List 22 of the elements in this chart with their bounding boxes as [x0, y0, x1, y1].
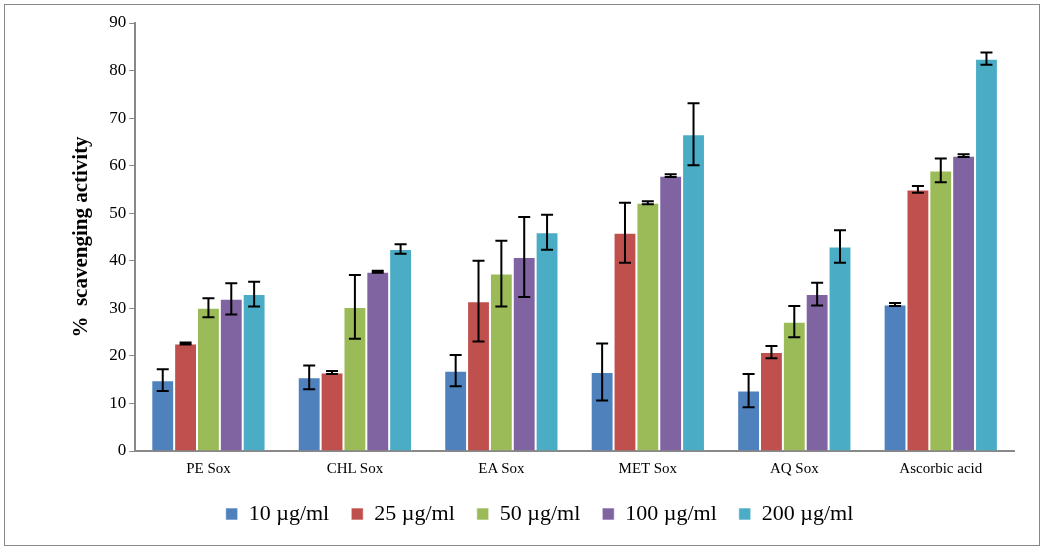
y-tick-label: 20: [109, 345, 127, 365]
y-tick-label: 0: [117, 440, 127, 460]
legend-label: 25 µg/ml: [374, 499, 455, 525]
x-tick-label: CHL Sox: [326, 459, 384, 476]
y-tick-label: 10: [109, 392, 127, 412]
legend-label: 100 µg/ml: [625, 499, 717, 525]
x-tick-label: EA Sox: [478, 459, 525, 476]
legend-label: 200 µg/ml: [761, 499, 854, 525]
y-tick-label: 30: [109, 297, 127, 317]
y-tick-label: 60: [109, 155, 127, 175]
x-tick-label: MET Sox: [618, 459, 678, 476]
x-tick-label: Ascorbic acid: [899, 459, 983, 476]
x-tick-label: AQ Sox: [769, 459, 820, 476]
y-tick-label: 40: [109, 250, 127, 270]
y-axis-title: % scavenging activity: [68, 135, 93, 338]
y-tick-label: 70: [109, 107, 127, 127]
legend-label: 50 µg/ml: [499, 499, 581, 525]
x-tick-label: PE Sox: [186, 459, 232, 476]
y-tick-label: 50: [109, 202, 127, 222]
y-tick-label: 80: [109, 60, 127, 80]
y-tick-label: 90: [109, 12, 127, 32]
legend-label: 10 µg/ml: [248, 499, 330, 525]
